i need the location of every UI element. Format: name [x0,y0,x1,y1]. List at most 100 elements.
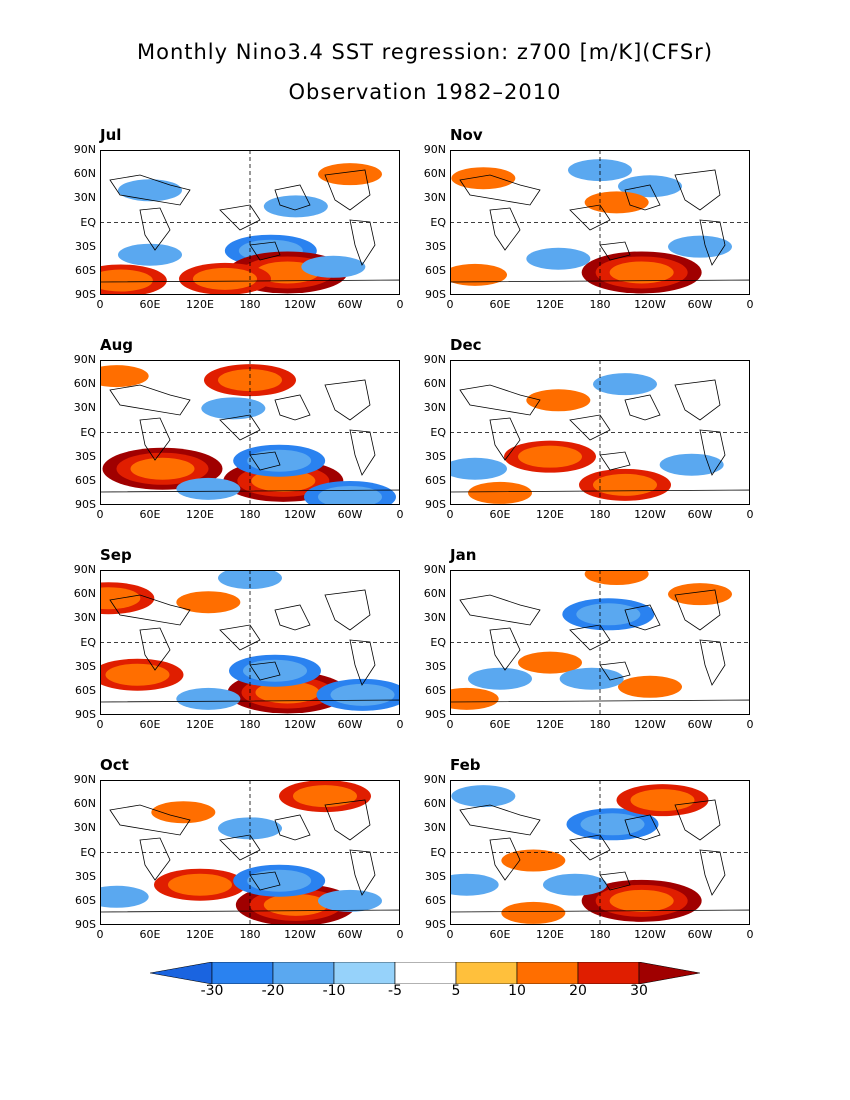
lat-tick-label: 30S [425,659,446,673]
anomaly-contour [263,893,328,916]
lon-tick-label: 0 [96,298,104,311]
lat-tick-label: 60N [73,167,96,181]
lon-tick-label: 0 [446,298,454,311]
lat-tick-label: 30S [75,449,96,463]
map-panel [100,150,400,295]
lon-tick-label: 120E [536,508,564,521]
lat-tick-label: 30N [73,191,96,205]
map-panel [450,150,750,295]
coastline [674,799,721,841]
anomaly-contour [518,651,582,674]
coastline [349,849,376,896]
panel-label: Aug [100,336,134,354]
lon-tick-label: 60E [139,718,161,731]
lon-tick-label: 0 [96,718,104,731]
anomaly-contour [118,179,182,202]
lon-tick-label: 120W [284,298,316,311]
lat-tick-label: 90N [73,773,96,786]
map-panel [100,570,400,715]
coastline [109,174,191,206]
map-frame [100,360,400,505]
anomaly-contour [451,167,516,190]
coastline [459,594,541,626]
anomaly-contour [130,457,195,480]
lon-tick-label: 0 [746,298,754,311]
lon-tick-label: 0 [446,928,454,941]
lat-tick-label: 60S [425,683,446,697]
coastline [624,604,661,631]
coastline [100,279,400,295]
panel-label: Feb [450,756,481,774]
anomaly-contour [618,175,682,198]
lat-tick-label: 30S [425,449,446,463]
colorbar-segment [211,962,274,984]
anomaly-contour [301,255,366,278]
lon-tick-label: 120W [284,928,316,941]
lon-tick-label: 180 [239,718,261,731]
lon-tick-label: 0 [396,508,404,521]
coastline [450,699,750,715]
coastline [624,814,661,841]
coastline [219,204,261,231]
lon-tick-label: 0 [396,718,404,731]
lon-tick-label: 0 [396,298,404,311]
lat-tick-label: 30S [75,869,96,883]
map-frame [100,570,400,715]
lon-tick-label: 180 [239,298,261,311]
lat-tick-label: 30S [75,659,96,673]
coastline [100,489,400,505]
anomaly-contour [247,449,312,472]
lat-tick-label: EQ [80,425,96,439]
anomaly-contour [450,873,499,896]
anomaly-contour [609,261,674,284]
coastline [450,909,750,925]
coastline [324,169,371,211]
anomaly-contour [668,583,732,606]
colorbar-tick-label: -10 [322,983,346,999]
lon-tick-label: 180 [239,928,261,941]
anomaly-contour [501,901,566,924]
colorbar-segment [272,962,335,984]
colorbar-tick-label: 10 [508,983,526,999]
lon-tick-label: 120E [186,508,214,521]
lon-tick-label: 0 [396,928,404,941]
lat-tick-label: 90N [73,353,96,366]
lon-tick-label: 60W [337,298,363,311]
coastline [489,627,521,671]
lon-tick-label: 60W [337,928,363,941]
coastline [459,804,541,836]
coastline [569,204,611,231]
lat-tick-label: 90N [73,563,96,576]
lat-tick-label: 60N [73,797,96,811]
lon-tick-label: 120W [634,298,666,311]
lon-tick-label: 60E [489,928,511,941]
lat-tick-label: 30N [423,191,446,205]
lon-tick-label: 60W [337,508,363,521]
anomaly-contour [330,683,395,706]
lon-tick-label: 0 [746,508,754,521]
lon-tick-label: 120E [186,928,214,941]
lon-tick-label: 180 [589,508,611,521]
lon-tick-label: 0 [96,928,104,941]
lon-tick-label: 120W [284,508,316,521]
anomaly-contour [559,667,624,690]
anomaly-contour [450,263,507,286]
anomaly-contour [243,659,307,682]
map-plot [100,360,400,505]
coastline [219,414,261,441]
map-plot [100,780,400,925]
coastline [249,871,281,891]
colorbar-segment [333,962,396,984]
lon-tick-label: 60W [687,928,713,941]
map-frame [100,150,400,295]
lon-tick-label: 120E [186,718,214,731]
anomaly-contour [526,389,591,412]
coastline [599,661,631,681]
coastline [274,184,311,211]
colorbar-segment [516,962,579,984]
coastline [674,379,721,421]
colorbar-tick-label: 5 [451,983,461,999]
anomaly-contour [593,373,657,396]
anomaly-contour [263,195,328,218]
lat-tick-label: 90N [423,143,446,156]
